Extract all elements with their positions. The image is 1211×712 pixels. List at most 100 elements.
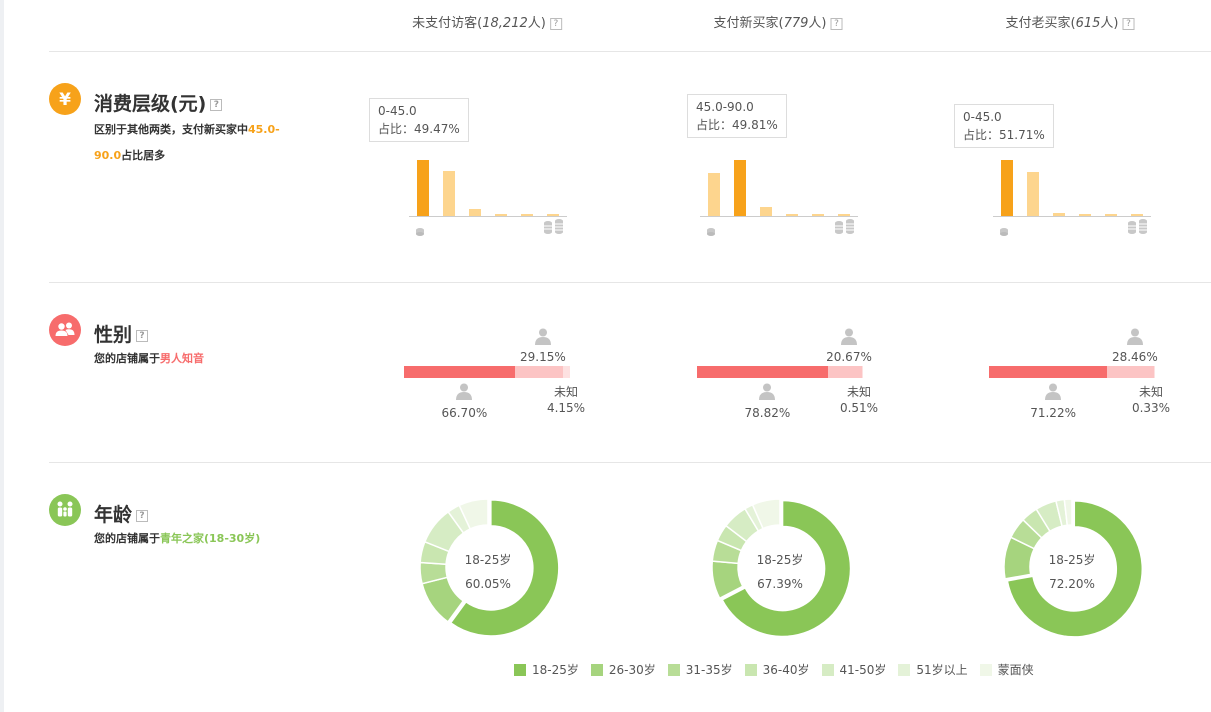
column-suffix: 人): [1100, 16, 1119, 31]
age-slice[interactable]: [751, 498, 781, 530]
column-label: 未支付访客(: [412, 16, 483, 31]
age-slice[interactable]: [724, 507, 760, 543]
legend-swatch: [898, 663, 911, 676]
consumption-bar[interactable]: [1131, 214, 1143, 216]
consumption-bar[interactable]: [838, 214, 850, 216]
female-person-icon: [840, 327, 858, 349]
legend-item[interactable]: 蒙面侠: [979, 661, 1034, 678]
age-slice[interactable]: [458, 498, 489, 530]
male-person-icon: [455, 382, 473, 404]
desc-prefix: 您的店铺属于: [94, 532, 160, 545]
coin-stack-icon: [834, 218, 856, 240]
female-percent: 20.67%: [826, 350, 872, 364]
consumption-bar[interactable]: [786, 213, 798, 216]
consumption-bar[interactable]: [1079, 214, 1091, 216]
chart-tooltip: 45.0-90.0 占比：49.81%: [687, 94, 787, 138]
male-bar[interactable]: [989, 366, 1108, 378]
age-slice[interactable]: [1055, 498, 1069, 528]
consumption-bar[interactable]: [1053, 212, 1065, 216]
coin-low-icon: [999, 222, 1009, 241]
family-icon: [49, 494, 81, 526]
chart-axis: [409, 216, 567, 217]
female-bar[interactable]: [514, 366, 564, 378]
section-title-text: 消费层级(元): [94, 93, 207, 115]
desc-prefix: 区别于其他两类，支付新买家中: [94, 123, 248, 136]
help-icon[interactable]: ?: [1122, 17, 1135, 30]
consumption-bar[interactable]: [521, 214, 533, 216]
column-count: 779: [783, 16, 809, 31]
section-desc-gender: 您的店铺属于男人知音: [94, 346, 304, 372]
unknown-bar[interactable]: [862, 366, 864, 378]
chart-tooltip: 0-45.0 占比：49.47%: [369, 98, 469, 142]
legend-item[interactable]: 31-35岁: [667, 661, 733, 678]
section-title-text: 年龄: [94, 504, 133, 526]
help-icon[interactable]: ?: [136, 509, 149, 522]
help-icon[interactable]: ?: [830, 17, 843, 30]
help-icon[interactable]: ?: [136, 329, 149, 342]
consumption-bar[interactable]: [547, 214, 559, 216]
desc-suffix: 占比居多: [121, 149, 166, 162]
section-title-age: 年龄?: [94, 500, 149, 527]
female-bar[interactable]: [827, 366, 863, 378]
consumption-bar[interactable]: [1027, 171, 1039, 216]
female-person-icon: [534, 327, 552, 349]
divider: [49, 462, 1211, 463]
yuan-icon: ¥: [49, 83, 81, 115]
male-bar[interactable]: [404, 366, 515, 378]
coin-low-icon: [706, 222, 716, 241]
donut-center-value: 72.20%: [1049, 577, 1095, 591]
age-slice[interactable]: [1035, 500, 1063, 533]
unknown-bar[interactable]: [563, 366, 570, 378]
legend-item[interactable]: 41-50岁: [821, 661, 886, 678]
male-percent: 66.70%: [441, 406, 488, 420]
coin-stack-icon: [543, 218, 565, 240]
consumption-bar[interactable]: [1105, 214, 1117, 216]
legend-swatch: [667, 663, 680, 676]
age-slice[interactable]: [1063, 498, 1073, 527]
donut-center-value: 67.39%: [757, 577, 803, 591]
column-header-old-buyers: 支付老买家(615人)?: [1006, 12, 1135, 31]
left-edge: [0, 0, 4, 712]
consumption-bar[interactable]: [469, 209, 481, 216]
legend-item[interactable]: 36-40岁: [744, 661, 810, 678]
donut-center-value: 60.05%: [465, 577, 511, 591]
desc-prefix: 您的店铺属于: [94, 352, 160, 365]
consumption-bar[interactable]: [495, 213, 507, 216]
help-icon[interactable]: ?: [549, 17, 562, 30]
unknown-percent: 4.15%: [546, 401, 586, 415]
legend-label: 51岁以上: [916, 663, 968, 677]
consumption-bar[interactable]: [443, 170, 455, 216]
legend-label: 36-40岁: [762, 663, 810, 677]
divider: [49, 51, 1211, 52]
consumption-bar[interactable]: [812, 214, 824, 216]
consumption-bar[interactable]: [417, 160, 429, 216]
consumption-bar[interactable]: [708, 173, 720, 216]
legend-item[interactable]: 18-25岁: [514, 661, 579, 678]
unknown-percent: 0.51%: [839, 401, 879, 415]
age-slice[interactable]: [743, 503, 765, 533]
male-percent: 78.82%: [744, 406, 791, 420]
tooltip-share: 占比：51.71%: [963, 128, 1045, 142]
consumption-bar[interactable]: [734, 160, 746, 216]
age-slice[interactable]: [447, 504, 472, 534]
legend-swatch: [744, 663, 757, 676]
consumption-bar[interactable]: [760, 207, 772, 216]
age-slice[interactable]: [716, 524, 748, 552]
age-slice[interactable]: [1021, 508, 1051, 539]
tooltip-share: 占比：49.81%: [696, 118, 778, 132]
legend-item[interactable]: 51岁以上: [898, 661, 968, 678]
unknown-bar[interactable]: [1154, 366, 1156, 378]
age-legend: 18-25岁 26-30岁 31-35岁 36-40岁 41-50岁 51岁以上 蒙面侠: [514, 661, 1034, 678]
age-slice[interactable]: [1009, 518, 1043, 550]
tooltip-range: 0-45.0: [378, 104, 417, 118]
male-bar[interactable]: [697, 366, 828, 378]
consumption-bar[interactable]: [1001, 160, 1013, 216]
female-bar[interactable]: [1107, 366, 1155, 378]
female-percent: 29.15%: [520, 350, 566, 364]
legend-swatch: [979, 663, 992, 676]
age-slice[interactable]: [423, 510, 465, 553]
help-icon[interactable]: ?: [210, 98, 223, 111]
male-person-icon: [1044, 382, 1062, 404]
legend-item[interactable]: 26-30岁: [590, 661, 656, 678]
chart-tooltip: 0-45.0 占比：51.71%: [954, 104, 1054, 148]
